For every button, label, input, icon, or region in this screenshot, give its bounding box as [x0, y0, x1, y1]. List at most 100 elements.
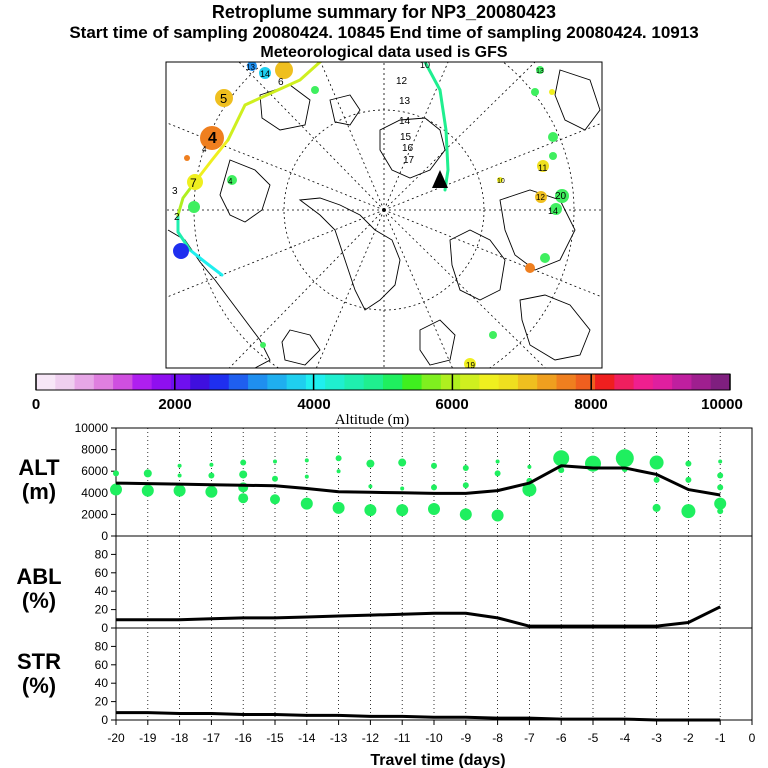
- marker-right-5: [549, 152, 557, 160]
- colorbar-cell: [614, 374, 635, 390]
- plume-point: [527, 464, 532, 469]
- colorbar-cell: [170, 374, 191, 390]
- str-frame: [115, 627, 753, 721]
- day-label-2: 2: [174, 212, 180, 223]
- abl-ytick-label: 20: [95, 603, 109, 617]
- plume-point: [685, 476, 692, 483]
- colorbar-cell: [652, 374, 673, 390]
- marker-right-10: [497, 177, 503, 183]
- plume-point: [368, 484, 373, 489]
- met-data-line: Meteorological data used is GFS: [260, 44, 508, 61]
- str-ytick-label: 60: [95, 658, 109, 672]
- plume-point: [396, 504, 409, 517]
- day-label-16: 16: [402, 143, 414, 154]
- alt-ytick-label: 0: [101, 529, 108, 543]
- day-label-5: 5: [220, 91, 227, 106]
- x-tick-label: -17: [203, 731, 221, 745]
- coastlines: [167, 69, 601, 368]
- day-labels: 4 5 6 7 2 3 4 4 10 12 13 14 15 16 17 14 …: [172, 62, 567, 368]
- marker-right-8: [555, 189, 569, 203]
- plume-point: [685, 460, 692, 467]
- marker-right-1: [536, 66, 544, 74]
- meridians: [166, 62, 602, 368]
- colorbar-cell: [672, 374, 692, 390]
- plume-point: [113, 470, 119, 477]
- colorbar-cell: [479, 374, 500, 390]
- colorbar-cell: [209, 374, 230, 390]
- plume-point: [615, 449, 634, 468]
- colorbar-cell: [402, 374, 423, 390]
- day-label-12: 12: [396, 76, 408, 87]
- marker-right-9: [550, 203, 562, 215]
- plume-point: [681, 504, 696, 519]
- abl-ytick-label: 0: [101, 621, 108, 635]
- day-label-6: 6: [278, 77, 284, 88]
- x-tick-label: -7: [524, 731, 535, 745]
- chart-title: Retroplume summary for NP3_20080423: [211, 2, 557, 22]
- day-label-11: 11: [538, 163, 547, 173]
- x-tick-label: -1: [715, 731, 726, 745]
- alt-ytick-label: 6000: [81, 464, 108, 478]
- colorbar-cell: [421, 374, 442, 390]
- plume-point: [304, 458, 309, 463]
- marker-right-6: [537, 160, 549, 172]
- plume-point: [649, 455, 664, 470]
- plume-point: [209, 462, 214, 467]
- colorbar-cell: [691, 374, 712, 390]
- marker-small: [227, 175, 237, 185]
- colorbar-cell: [537, 374, 557, 390]
- day-label-13c: 13: [536, 68, 544, 75]
- alt-ylabel-units: (m): [22, 479, 56, 504]
- plume-point: [718, 459, 723, 464]
- x-tick-label: -12: [362, 731, 380, 745]
- plume-point: [522, 482, 537, 497]
- day-label-13b: 13: [246, 63, 255, 72]
- colorbar-cell: [132, 374, 153, 390]
- colorbar-cell: [190, 374, 210, 390]
- plume-point: [495, 459, 500, 464]
- marker-day13: [247, 62, 257, 71]
- day-label-14: 14: [399, 116, 411, 127]
- day-label-10b: 10: [497, 178, 505, 185]
- plume-point: [177, 463, 182, 468]
- colorbar-cell: [305, 374, 326, 390]
- colorbar-tick-2000: 2000: [158, 396, 191, 413]
- abl-ytick-label: 60: [95, 566, 109, 580]
- plume-point: [208, 472, 215, 479]
- marker-right-11: [540, 253, 550, 263]
- colorbar-tick-8000: 8000: [574, 396, 607, 413]
- colorbar-tick-6000: 6000: [435, 396, 468, 413]
- day-label-14b: 14: [260, 69, 270, 79]
- plume-point: [431, 462, 437, 469]
- day-label-7: 7: [190, 176, 197, 190]
- colorbar-cell: [93, 374, 114, 390]
- colorbar-tick-4000: 4000: [297, 396, 330, 413]
- plume-point: [270, 494, 280, 505]
- colorbar-cell: [113, 374, 133, 390]
- x-tick-label: -18: [171, 731, 189, 745]
- plume-point: [240, 459, 247, 466]
- colorbar-cell: [286, 374, 307, 390]
- marker-right-2: [531, 88, 539, 96]
- x-tick-label: -5: [588, 731, 599, 745]
- x-tick-label: 0: [749, 731, 756, 745]
- marker-day14: [259, 67, 271, 79]
- plume-point: [494, 470, 501, 477]
- x-tick-label: -14: [298, 731, 316, 745]
- x-tick-label: -4: [619, 731, 630, 745]
- str-series-line: [116, 711, 721, 722]
- marker-day5: [215, 89, 233, 107]
- day-label-4b: 4: [202, 145, 207, 154]
- plume-point: [332, 501, 345, 514]
- sampling-times: Start time of sampling 20080424. 10845 E…: [69, 23, 699, 42]
- colorbar-cell: [498, 374, 519, 390]
- marker-bottom: [464, 358, 476, 368]
- colorbar-cell: [595, 374, 615, 390]
- x-tick-label: -9: [460, 731, 471, 745]
- trajectory: [176, 62, 450, 277]
- day-label-13: 13: [399, 96, 411, 107]
- alt-ytick-label: 10000: [75, 421, 109, 435]
